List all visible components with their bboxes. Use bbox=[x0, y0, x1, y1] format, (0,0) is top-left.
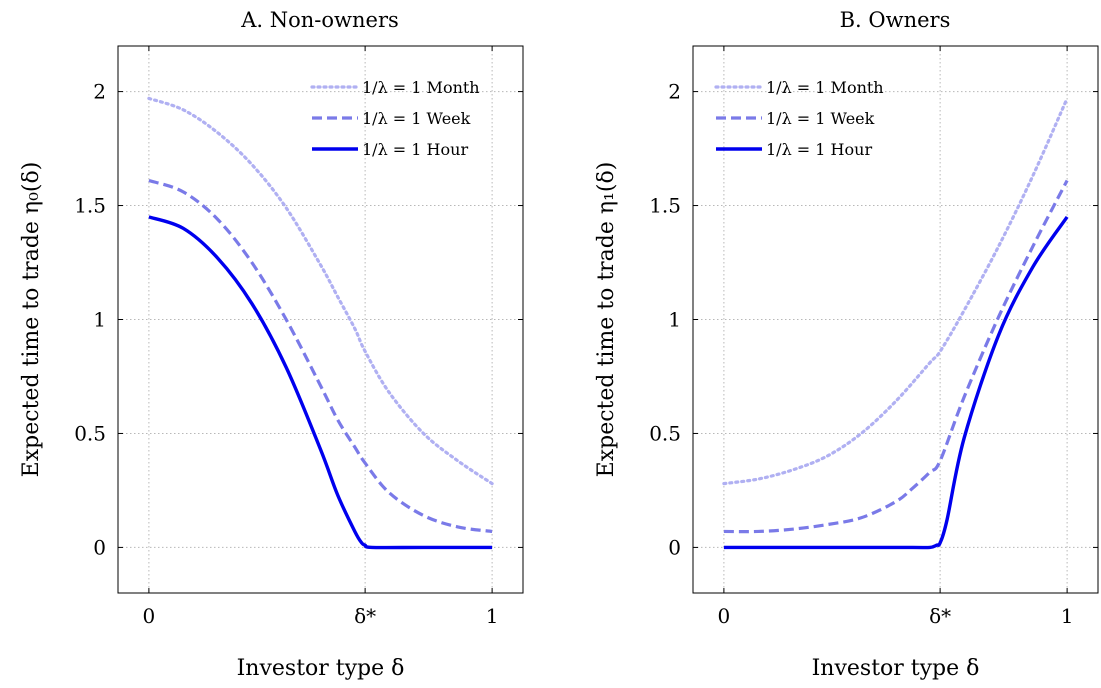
y-tick-label: 2 bbox=[668, 80, 681, 104]
y-tick-label: 1.5 bbox=[74, 194, 106, 218]
y-axis-label: Expected time to trade η₀(δ) bbox=[19, 162, 44, 478]
y-axis-label: Expected time to trade η₁(δ) bbox=[594, 162, 619, 478]
x-tick-label: 0 bbox=[143, 604, 156, 628]
y-tick-label: 0 bbox=[93, 535, 106, 559]
legend-label-2: 1/λ = 1 Week bbox=[766, 109, 875, 128]
y-tick-label: 1 bbox=[668, 308, 681, 332]
legend-label-2: 1/λ = 1 Week bbox=[362, 109, 471, 128]
x-tick-label: 1 bbox=[1061, 604, 1074, 628]
chart-panel-2: 0 δ* 1 0 0.5 1 1.5 2 B. Owners Investor type δ Exp… bbox=[594, 8, 1099, 681]
legend-label-3: 1/λ = 1 Hour bbox=[362, 140, 468, 159]
legend-label-1: 1/λ = 1 Month bbox=[362, 78, 480, 97]
chart-title: A. Non-owners bbox=[240, 8, 399, 32]
y-tick-label: 0.5 bbox=[649, 421, 681, 445]
y-tick-label: 1 bbox=[93, 308, 106, 332]
legend-label-3: 1/λ = 1 Hour bbox=[766, 140, 872, 159]
x-tick-label: δ* bbox=[929, 604, 951, 628]
y-tick-label: 1.5 bbox=[649, 194, 681, 218]
x-axis-label: Investor type δ bbox=[237, 656, 405, 681]
chart-title: B. Owners bbox=[840, 8, 951, 32]
x-axis-label: Investor type δ bbox=[812, 656, 980, 681]
x-tick-label: 0 bbox=[718, 604, 731, 628]
chart-panel-1: 0 δ* 1 0 0.5 1 1.5 2 A. Non-owners Investor type … bbox=[19, 8, 524, 681]
y-tick-label: 0 bbox=[668, 535, 681, 559]
y-tick-label: 0.5 bbox=[74, 421, 106, 445]
x-tick-label: 1 bbox=[486, 604, 499, 628]
series-line-1 bbox=[147, 96, 494, 486]
series-line-1 bbox=[722, 96, 1069, 486]
series-line-2 bbox=[723, 179, 1069, 534]
y-tick-label: 2 bbox=[93, 80, 106, 104]
series-line-3 bbox=[723, 215, 1069, 550]
x-tick-label: δ* bbox=[354, 604, 376, 628]
legend-label-1: 1/λ = 1 Month bbox=[766, 78, 884, 97]
series-line-2 bbox=[148, 178, 493, 534]
series-line-3 bbox=[148, 215, 493, 550]
